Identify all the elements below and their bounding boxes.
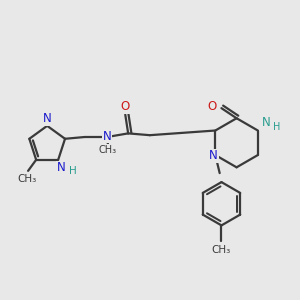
- Text: CH₃: CH₃: [212, 244, 231, 255]
- Text: H: H: [70, 166, 77, 176]
- Text: O: O: [208, 100, 217, 113]
- Text: N: N: [261, 116, 270, 129]
- Text: N: N: [57, 161, 65, 174]
- Text: H: H: [273, 122, 280, 132]
- Text: CH₃: CH₃: [99, 145, 117, 154]
- Text: N: N: [43, 112, 52, 125]
- Text: N: N: [103, 130, 112, 143]
- Text: CH₃: CH₃: [18, 174, 37, 184]
- Text: O: O: [121, 100, 130, 113]
- Text: N: N: [209, 149, 218, 162]
